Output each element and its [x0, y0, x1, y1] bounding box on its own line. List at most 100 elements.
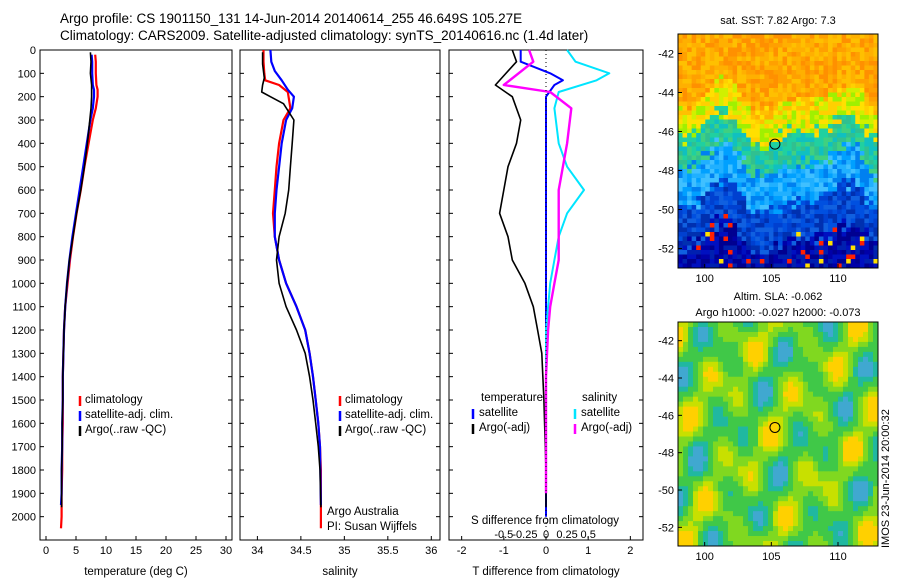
sla-map-cell	[683, 361, 689, 368]
sla-map-cell	[723, 322, 729, 328]
difference-legend-temperature-title: temperature	[481, 392, 543, 404]
sst-map-cell	[728, 79, 733, 84]
sst-map-cell	[778, 106, 783, 111]
sla-map-cell	[688, 471, 694, 477]
sla-map-cell	[713, 386, 719, 393]
sst-map-cell	[678, 200, 683, 206]
sla-map-cell	[693, 431, 699, 437]
sst-map-cell	[823, 155, 829, 161]
sla-map-cell	[873, 436, 879, 442]
sst-map-cell	[837, 223, 843, 228]
sla-map-cell	[788, 366, 794, 373]
sst-map-cell	[859, 38, 865, 44]
sst-map-cell	[868, 38, 874, 44]
sst-map-cell	[859, 236, 865, 242]
sst-map-cell	[746, 218, 752, 224]
sla-map-cell	[743, 426, 749, 432]
sst-map-cell	[846, 200, 852, 206]
sst-map-cell	[859, 101, 865, 107]
sla-map-cell	[823, 541, 829, 547]
sla-map-cell	[743, 541, 749, 547]
sst-map-cell	[705, 245, 711, 251]
sst-map-cell	[787, 178, 793, 183]
sst-map-cell	[709, 97, 715, 102]
sst-map-cell	[805, 164, 811, 170]
sla-map-cell	[823, 501, 829, 507]
sla-map-cell	[838, 521, 844, 527]
sla-map-cell	[718, 431, 724, 437]
sla-map-cell	[713, 536, 719, 542]
sst-map-cell	[705, 142, 711, 147]
sst-map-cell	[682, 88, 688, 93]
sst-map-cell	[791, 52, 797, 57]
sst-map-cell	[687, 79, 693, 84]
sst-map-cell	[873, 128, 879, 134]
sla-map-cell	[693, 336, 699, 343]
sst-map-cell	[687, 236, 693, 242]
sla-map-xtick-label: 105	[762, 551, 780, 563]
sst-map-cell	[768, 209, 774, 215]
sst-map-cell	[732, 155, 738, 161]
sst-map-cell	[709, 196, 715, 201]
sst-map-cell	[728, 209, 733, 215]
sla-map-cell	[768, 391, 774, 398]
sla-map-cell	[783, 401, 789, 408]
sla-map-cell	[758, 421, 764, 427]
sla-map-cell	[698, 471, 704, 477]
sla-map-cell	[838, 481, 844, 487]
sla-map-cell	[738, 416, 744, 422]
sla-map-cell	[708, 326, 714, 333]
sla-map-cell	[718, 436, 724, 442]
sst-map-cell	[768, 254, 774, 260]
sla-map-cell	[858, 396, 864, 403]
sla-map-cell	[843, 401, 849, 408]
sla-map-cell	[853, 426, 859, 432]
sla-map-cell	[713, 516, 719, 522]
sst-map-cell	[846, 178, 852, 183]
sla-map-cell	[758, 541, 764, 547]
sst-map-cell	[809, 205, 815, 210]
sla-map-cell	[793, 376, 799, 383]
sst-map-cell	[850, 119, 856, 125]
sla-map-cell	[738, 506, 744, 512]
sla-map-cell	[803, 341, 809, 348]
sla-map-cell	[778, 466, 784, 472]
sst-map-cell	[709, 38, 715, 44]
sst-map-cell	[778, 34, 783, 39]
sla-map-cell	[788, 411, 794, 417]
sla-map-cell	[698, 411, 704, 417]
sla-map-cell	[733, 441, 739, 447]
sst-map-cell	[832, 83, 838, 89]
sst-map-cell	[718, 43, 724, 48]
sla-map-cell	[698, 441, 704, 447]
sla-map-cell	[808, 386, 814, 393]
sst-map-cell	[728, 182, 733, 188]
sla-map-cell	[723, 451, 729, 457]
sst-map-cell	[728, 88, 733, 93]
sst-map-cell	[687, 43, 693, 48]
sst-map-cell	[805, 124, 811, 129]
sla-map-cell	[743, 521, 749, 527]
sst-map-cell	[741, 65, 747, 71]
sla-map-cell	[758, 491, 764, 497]
sst-map-cell	[773, 209, 779, 215]
sst-map-cell	[787, 38, 793, 44]
sst-map-cell	[791, 245, 797, 251]
sla-map-cell	[718, 361, 724, 368]
sla-map-cell	[733, 531, 739, 537]
sla-map-cell	[798, 526, 804, 532]
sst-map-cell	[746, 146, 752, 152]
sst-map-cell	[700, 115, 706, 120]
sst-map-cell	[773, 110, 779, 116]
sla-map-cell	[713, 526, 719, 532]
sst-map-cell	[818, 70, 824, 75]
sst-map-cell	[700, 47, 706, 53]
sst-map-cell	[828, 47, 833, 53]
sst-map-cell	[746, 65, 752, 71]
depth-tick-label: 700	[18, 208, 36, 220]
sla-map-cell	[788, 521, 794, 527]
sla-map-cell	[738, 406, 744, 412]
sst-map-cell	[750, 259, 756, 264]
sla-map-cell	[843, 406, 849, 412]
sla-map-cell	[763, 376, 769, 383]
